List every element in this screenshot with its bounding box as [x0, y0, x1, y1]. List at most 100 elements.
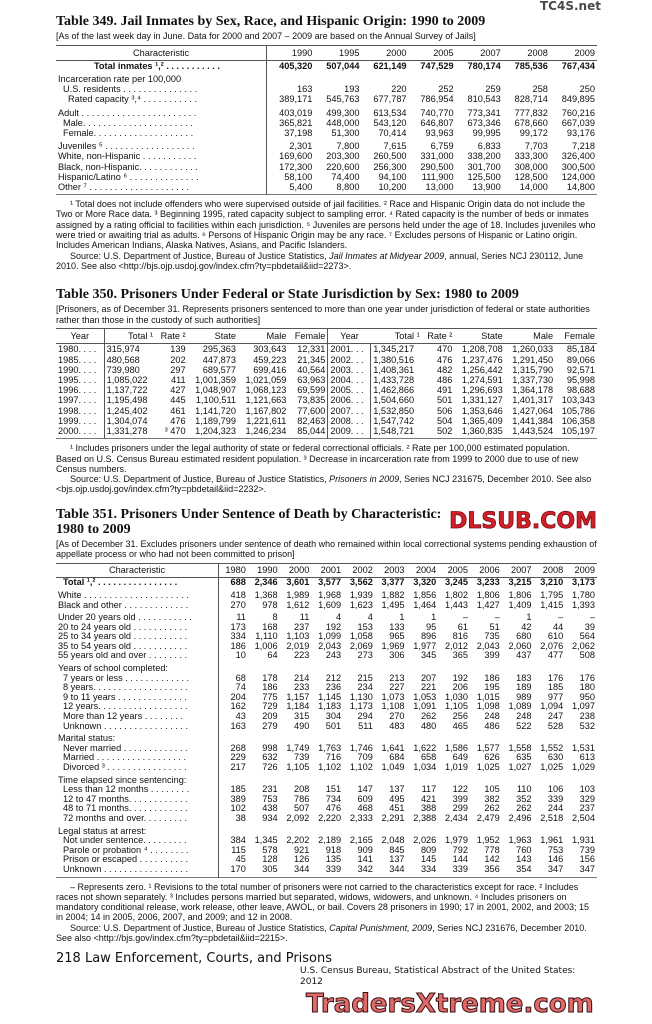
cell-value: 775 — [262, 691, 278, 702]
cell-value: 1,068,123 — [245, 385, 287, 396]
table-349-headnote: [As of the last week day in June. Data f… — [56, 31, 476, 41]
cell-value — [470, 661, 502, 674]
cell-value: 12,331 — [297, 344, 326, 355]
table-350-source: Source: U.S. Department of Justice, Bure… — [56, 474, 597, 495]
cell-value: 978 — [262, 599, 278, 610]
row-label: Not under sentence. . . . . . . . . — [56, 836, 220, 846]
table-row: 72 months and over. . . . . . . . . 38 934… — [56, 813, 597, 824]
cell-value: 1,089 — [508, 701, 532, 712]
table-row: 48 to 71 months. . . . . . . . . . . . 10… — [56, 804, 597, 814]
table-row: 8 years. . . . . . . . . . . . . . . . .… — [56, 683, 597, 693]
cell-value: 1,968 — [318, 589, 342, 600]
cell-value: 480 — [420, 720, 437, 731]
cell-value: 2,026 — [413, 835, 437, 846]
cell-value: 1,746 — [349, 742, 373, 753]
cell-value: – — [558, 612, 564, 623]
row-label: Rated capacity ³,⁴ . . . . . . . . . . . — [56, 94, 268, 105]
column-header: 1990 — [266, 44, 315, 61]
table-row: Juveniles ⁵ . . . . . . . . . . . . . . … — [56, 138, 597, 152]
cell-value: 7,800 — [336, 141, 360, 152]
cell-value: 767,434 — [561, 60, 595, 71]
year-label: 1998. . . . — [56, 405, 105, 416]
cell-value: 248 — [516, 711, 532, 722]
cell-value: 1,622 — [413, 742, 437, 753]
cell-value: 1,094 — [540, 701, 564, 712]
cell-value: 237 — [579, 803, 595, 814]
cell-value: 2,062 — [572, 640, 595, 651]
cell-value: 77,600 — [297, 405, 326, 416]
cell-value: 233 — [294, 682, 310, 693]
column-header: 2007 — [501, 562, 534, 579]
cell-value: 1,345,217 — [373, 344, 415, 355]
column-header: Male — [238, 328, 289, 345]
cell-value: 1,495 — [381, 599, 405, 610]
table-row: 1980. . . . 315,974 139 295,363 303,643 12,33… — [56, 343, 597, 355]
cell-value: 1,048,907 — [195, 385, 237, 396]
cell-value: 621,149 — [373, 60, 407, 71]
cell-value: 3,215 — [508, 577, 532, 588]
cell-value: 921 — [294, 844, 310, 855]
cell-value: 989 — [516, 691, 532, 702]
cell-value: 270 — [230, 599, 246, 610]
year-label: 1995. . . . — [56, 375, 105, 386]
cell-value: 11 — [236, 612, 246, 623]
cell-value: 172,300 — [279, 161, 313, 172]
cell-value: 21,345 — [297, 354, 326, 365]
table-body: 1980. . . . 315,974 139 295,363 303,643 12,33… — [56, 343, 597, 439]
cell-value: 399 — [452, 793, 469, 804]
cell-value: 344 — [294, 863, 310, 874]
cell-value: 411 — [170, 375, 186, 386]
cell-value: 1,409 — [508, 599, 532, 610]
table-row: Other ⁷ . . . . . . . . . . . . . . . . … — [56, 181, 597, 195]
column-header: 2007 — [455, 44, 503, 61]
cell-value: 258 — [532, 84, 548, 95]
cell-value: 445 — [170, 395, 186, 406]
table-349-footnotes: ¹ Total does not include offenders who w… — [56, 199, 596, 251]
column-header: Characteristic — [56, 562, 220, 579]
cell-value: 649 — [452, 752, 469, 763]
table-row: 20 to 24 years old . . . . . . . . . . .… — [56, 621, 597, 633]
cell-value: 646,807 — [420, 117, 454, 128]
year-label: 2001. . . — [327, 343, 372, 355]
cell-value: 1,415 — [540, 599, 564, 610]
table-row: More than 12 years . . . . . . . . 43 209 3… — [56, 711, 597, 722]
cell-value: 145 — [420, 854, 437, 865]
cell-value: 1,208,708 — [461, 344, 503, 355]
cell-value — [550, 71, 597, 84]
row-label: Divorced ³ . . . . . . . . . . . . . . .… — [56, 762, 220, 773]
cell-value: 236 — [325, 682, 342, 693]
table-row: Never married . . . . . . . . . . . . . 2… — [56, 742, 597, 754]
cell-value: 2,189 — [318, 835, 342, 846]
cell-value — [314, 71, 361, 84]
cell-value: 1,531 — [572, 742, 595, 753]
table-row: 1998. . . . 1,245,402 461 1,141,720 1,167,80… — [56, 405, 597, 416]
cell-value: 1,145 — [318, 691, 342, 702]
cell-value: 212 — [325, 672, 342, 683]
cell-value: 95 — [426, 621, 437, 632]
table-row: 1995. . . . 1,085,022 411 1,001,359 1,021,05… — [56, 375, 597, 386]
cell-value: 117 — [421, 784, 437, 795]
cell-value: 3,320 — [413, 577, 437, 588]
table-row: Adult . . . . . . . . . . . . . . . . . … — [56, 104, 597, 118]
column-header: Female — [555, 328, 597, 345]
cell-value: 785,536 — [514, 60, 548, 71]
cell-value: 231 — [262, 784, 278, 795]
column-header: 2008 — [533, 562, 566, 579]
cell-value: 5,400 — [289, 181, 313, 192]
column-header: 1990 — [247, 562, 280, 579]
column-header: Rate ² — [155, 328, 188, 345]
cell-value: 220 — [391, 84, 407, 95]
cell-value: 14,000 — [519, 181, 548, 192]
cell-value: 1,552 — [540, 742, 564, 753]
column-header: 2000 — [361, 44, 409, 61]
cell-value: 490 — [294, 720, 310, 731]
cell-value: 507 — [294, 803, 310, 814]
cell-value: 1,025 — [476, 762, 500, 773]
cell-value: 102 — [230, 803, 246, 814]
table-row: Legal status at arrest: — [56, 823, 597, 837]
table-row: Unknown . . . . . . . . . . . . . . . . … — [56, 863, 597, 878]
cell-value — [248, 731, 280, 744]
table-row: Not under sentence. . . . . . . . . 384 1,… — [56, 836, 597, 846]
cell-value: 1,237,476 — [461, 354, 503, 365]
row-label: Female. . . . . . . . . . . . . . . . . … — [56, 127, 268, 139]
